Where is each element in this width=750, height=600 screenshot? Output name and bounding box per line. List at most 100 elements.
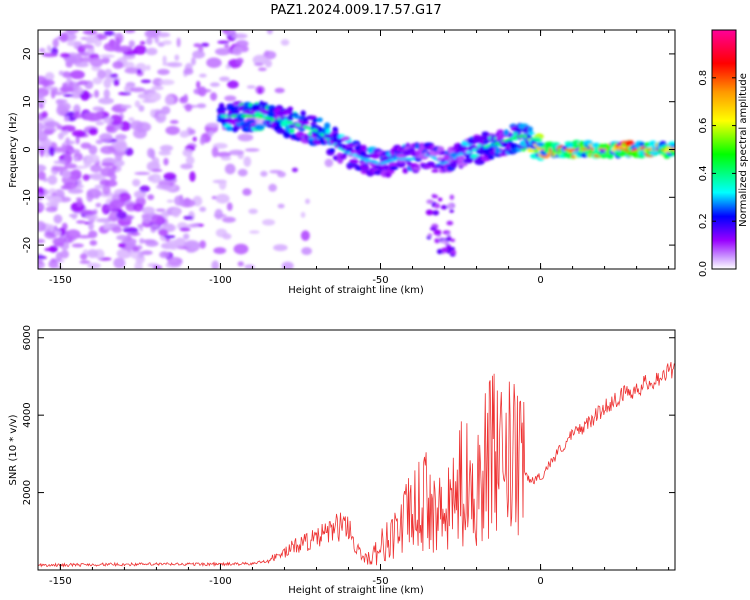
y-tick-label: 0	[22, 146, 33, 152]
spectral-speckle	[67, 188, 84, 194]
spectral-speckle	[95, 218, 112, 223]
spectral-speckle	[222, 30, 230, 35]
spectral-ridge-blob	[509, 142, 518, 150]
spectral-speckle	[47, 175, 58, 185]
spectral-speckle	[57, 132, 64, 140]
spectral-speckle	[44, 230, 58, 239]
spectral-speckle	[176, 37, 181, 48]
spectral-speckle	[192, 136, 197, 142]
spectral-speckle	[182, 148, 193, 157]
spectral-speckle	[120, 104, 132, 109]
spectral-speckle	[235, 40, 249, 48]
spectral-speckle	[52, 38, 59, 48]
spectral-branch-blob	[441, 247, 449, 253]
spectral-speckle	[237, 133, 254, 142]
spectral-speckle	[214, 208, 224, 220]
spectral-ridge-blob	[287, 106, 294, 112]
spectral-speckle	[196, 80, 201, 89]
spectral-speckle	[137, 224, 144, 228]
spectral-speckle	[41, 111, 48, 119]
spectral-speckle	[116, 211, 127, 219]
spectral-speckle	[216, 151, 232, 158]
spectral-speckle	[141, 250, 153, 256]
spectral-speckle	[199, 240, 207, 249]
spectral-speckle	[159, 144, 174, 152]
spectral-speckle	[112, 61, 124, 69]
spectral-ridge-blob	[225, 126, 235, 132]
spectral-speckle	[114, 48, 128, 53]
spectral-speckle	[206, 122, 220, 128]
spectral-speckle	[159, 79, 175, 86]
snr-ticks: -150 -100 -50 0 2000 4000 6000	[22, 325, 675, 587]
spectral-speckle	[71, 243, 84, 248]
spectral-speckle	[244, 264, 255, 269]
x-tick-label: 0	[537, 275, 543, 286]
spectral-speckle	[103, 117, 114, 124]
spectral-speckle	[210, 92, 218, 101]
colorbar-label: Normalized spectral amplitude	[738, 73, 749, 227]
spectral-speckle	[92, 106, 104, 112]
spectral-speckle	[106, 204, 117, 210]
spectral-speckle	[60, 52, 71, 58]
spectral-speckle	[113, 79, 120, 86]
spectral-speckle	[38, 48, 46, 53]
spectral-speckle	[232, 46, 243, 56]
spectral-speckle	[257, 67, 267, 72]
spectral-ridge-blob	[342, 152, 349, 156]
colorbar-tick-label: 0.2	[698, 213, 709, 229]
spectral-speckle	[73, 156, 78, 162]
spectral-speckle	[169, 120, 179, 124]
spectral-speckle	[73, 165, 88, 169]
spectral-speckle	[268, 183, 277, 192]
y-tick-label: 10	[22, 95, 33, 108]
spectral-speckle	[301, 247, 313, 255]
spectral-speckle	[168, 239, 179, 250]
spectral-ridge-blob	[389, 166, 399, 171]
spectral-speckle	[188, 129, 196, 135]
spectral-speckle	[63, 93, 74, 97]
spectral-ridge-blob	[300, 110, 306, 117]
spectral-branch-blob	[446, 203, 454, 210]
spectral-ridge-blob	[606, 153, 614, 159]
spectral-speckle	[38, 255, 46, 259]
spectral-speckle	[115, 37, 121, 48]
spectral-speckle	[183, 68, 194, 75]
spectral-speckle	[68, 148, 81, 154]
spectral-speckle	[224, 95, 237, 102]
spectral-speckle	[112, 165, 118, 171]
spectral-speckle	[138, 254, 144, 258]
spectral-speckle	[38, 263, 44, 268]
spectral-speckle	[254, 62, 264, 66]
spectral-speckle	[179, 130, 190, 138]
spectral-ridge-blob	[312, 117, 319, 123]
spectral-ridge-blob	[276, 128, 287, 134]
spectral-speckle	[50, 91, 65, 96]
spectral-speckle	[101, 162, 114, 167]
x-tick-label: -100	[209, 576, 232, 587]
spectral-speckle	[186, 249, 196, 253]
spectral-speckle	[79, 253, 88, 260]
spectral-speckle	[137, 68, 142, 74]
spectral-speckle	[147, 194, 155, 201]
spectral-speckle	[53, 242, 65, 248]
spectral-speckle	[180, 163, 193, 170]
spectral-speckle	[38, 121, 44, 133]
spectral-speckle	[63, 153, 73, 164]
spectral-ridge-blob	[259, 109, 269, 114]
spectral-ridge-blob	[412, 167, 422, 171]
spectral-ridge-blob	[426, 161, 435, 166]
spectral-branch-blob	[429, 226, 437, 231]
spectral-speckle	[65, 30, 79, 34]
spectral-ridge-blob	[254, 123, 265, 131]
spectral-branch-blob	[449, 194, 455, 200]
spectral-speckle	[158, 150, 172, 156]
spectral-speckle	[114, 153, 123, 162]
spectral-speckle	[150, 109, 155, 117]
spectral-speckle	[89, 57, 104, 67]
spectral-speckle	[82, 174, 90, 181]
spectral-speckle	[109, 114, 123, 126]
spectral-speckle	[151, 85, 164, 91]
spectral-speckle	[78, 80, 89, 86]
spectral-speckle	[103, 221, 110, 230]
